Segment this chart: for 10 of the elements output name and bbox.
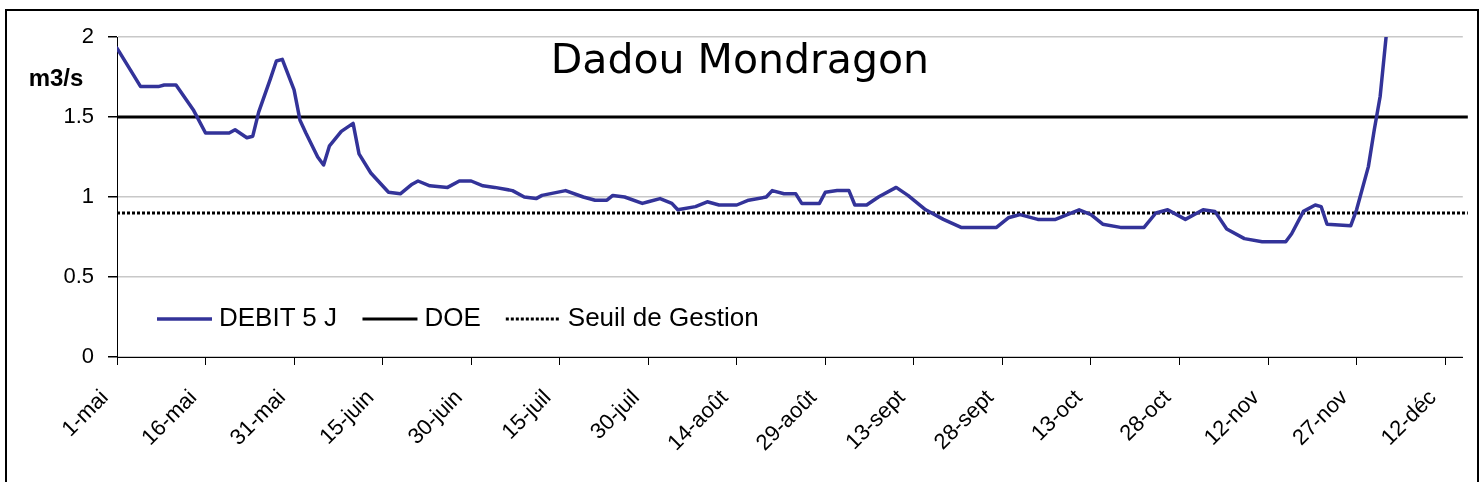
y-tick-label: 1	[81, 183, 94, 209]
y-axis-title: m3/s	[28, 63, 84, 91]
y-tick-label: 2	[81, 23, 94, 49]
y-tick-label: 1.5	[63, 103, 94, 129]
chart-title: Dadou Mondragon	[550, 34, 930, 83]
y-tick-label: 0	[81, 343, 94, 369]
legend-label: DEBIT 5 J	[219, 302, 338, 333]
legend-label: DOE	[424, 302, 481, 333]
legend-label: Seuil de Gestion	[567, 302, 759, 333]
y-tick-label: 0.5	[63, 263, 94, 289]
